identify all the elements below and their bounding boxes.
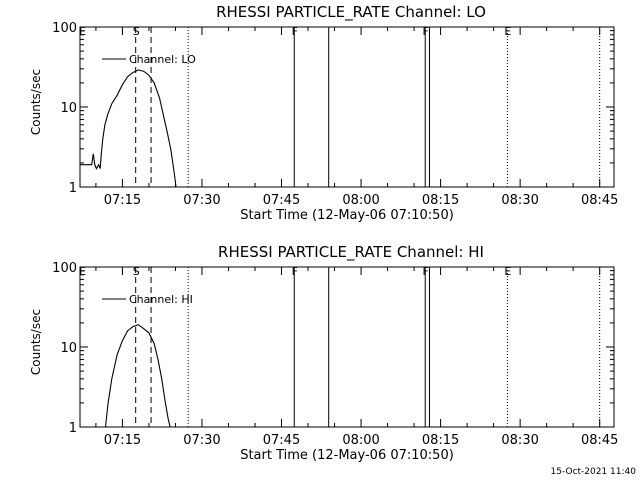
panel-hi: RHESSI PARTICLE_RATE Channel: HI S F F E E Cha…	[29, 243, 618, 463]
legend-label: Channel: HI	[129, 293, 193, 306]
legend-label: Channel: LO	[129, 53, 196, 66]
x-tick-label: 08:30	[501, 193, 538, 208]
plot-frame	[79, 26, 615, 188]
marker-label-e: E	[504, 265, 511, 278]
x-tick-label: 07:15	[104, 433, 141, 448]
x-tick-label: 08:45	[581, 433, 618, 448]
x-axis-label: Start Time (12-May-06 07:10:50)	[240, 208, 454, 223]
x-tick-label: 08:00	[342, 193, 379, 208]
marker-label-e: E	[504, 25, 511, 38]
marker-label-s: S	[133, 265, 140, 278]
marker-label-f: F	[423, 25, 429, 38]
chart-title: RHESSI PARTICLE_RATE Channel: HI	[218, 243, 484, 262]
footer-timestamp: 15-Oct-2021 11:40	[551, 467, 637, 477]
y-tick-label: 10	[60, 341, 77, 356]
y-tick-label: 100	[52, 261, 77, 276]
marker-label-e: E	[79, 25, 86, 38]
x-tick-label: 08:15	[422, 433, 459, 448]
x-tick-label: 08:00	[342, 433, 379, 448]
panel-lo: RHESSI PARTICLE_RATE Channel: LO S F F E E Cha…	[29, 3, 618, 223]
y-axis-label: Counts/sec	[29, 69, 43, 135]
y-tick-label: 10	[60, 101, 77, 116]
y-tick-label: 1	[69, 421, 77, 436]
plot-frame	[79, 266, 615, 428]
series-line	[80, 69, 177, 188]
x-tick-label: 07:30	[183, 433, 220, 448]
marker-label-f: F	[292, 25, 298, 38]
x-tick-label: 08:45	[581, 193, 618, 208]
y-tick-label: 100	[52, 21, 77, 36]
x-tick-label: 08:15	[422, 193, 459, 208]
y-tick-label: 1	[69, 181, 77, 196]
x-tick-label: 07:30	[183, 193, 220, 208]
marker-label-f: F	[423, 265, 429, 278]
series-line	[104, 324, 171, 428]
marker-label-s: S	[133, 25, 140, 38]
x-axis-label: Start Time (12-May-06 07:10:50)	[240, 448, 454, 463]
marker-label-f: F	[292, 265, 298, 278]
x-tick-label: 08:30	[501, 433, 538, 448]
x-tick-label: 07:45	[263, 433, 300, 448]
y-axis-label: Counts/sec	[29, 309, 43, 375]
marker-label-e: E	[79, 265, 86, 278]
x-tick-label: 07:45	[263, 193, 300, 208]
x-tick-label: 07:15	[104, 193, 141, 208]
chart-title: RHESSI PARTICLE_RATE Channel: LO	[216, 3, 486, 22]
